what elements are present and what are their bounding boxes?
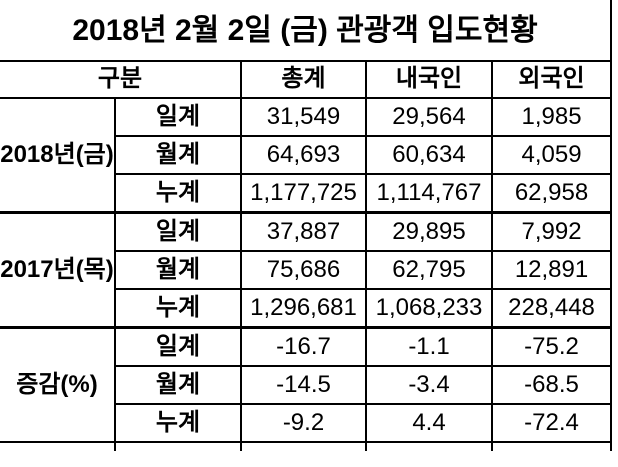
- row-label-cumulative: 누계: [114, 173, 242, 214]
- row-label-daily: 일계: [114, 97, 242, 137]
- cell-value: 29,564: [365, 97, 493, 137]
- cell-value: 62,795: [365, 250, 493, 290]
- cell-value: 1,114,767: [365, 173, 493, 214]
- cell-value: -14.5: [240, 365, 367, 405]
- column-header-foreign: 외국인: [490, 60, 613, 99]
- cropped-row-stub: [0, 441, 613, 451]
- cell-value: 1,985: [490, 97, 613, 137]
- cell-value: 62,958: [490, 173, 613, 214]
- cell-value: -75.2: [490, 326, 613, 367]
- cell-value: 29,895: [365, 211, 493, 252]
- cell-value: 4,059: [490, 135, 613, 175]
- cell-value: 4.4: [365, 403, 493, 443]
- cell-value: -9.2: [240, 403, 367, 443]
- cell-value: 12,891: [490, 250, 613, 290]
- column-header-domestic: 내국인: [365, 60, 493, 99]
- cell-value: 7,992: [490, 211, 613, 252]
- row-label-daily: 일계: [114, 326, 242, 367]
- cell-value: 64,693: [240, 135, 367, 175]
- cell-value: -68.5: [490, 365, 613, 405]
- group-label-2017: 2017년(목): [0, 211, 116, 329]
- row-label-monthly: 월계: [114, 365, 242, 405]
- cell-value: -1.1: [365, 326, 493, 367]
- arrivals-table: 2018년 2월 2일 (금) 관광객 입도현황 구분 총계 내국인 외국인 2…: [0, 0, 613, 451]
- row-label-monthly: 월계: [114, 250, 242, 290]
- row-label-monthly: 월계: [114, 135, 242, 175]
- cell-value: 228,448: [490, 288, 613, 329]
- column-header-category: 구분: [0, 60, 242, 99]
- cell-value: 75,686: [240, 250, 367, 290]
- cell-value: -16.7: [240, 326, 367, 367]
- cell-value: 1,177,725: [240, 173, 367, 214]
- row-label-daily: 일계: [114, 211, 242, 252]
- column-header-total: 총계: [240, 60, 367, 99]
- cell-value: 31,549: [240, 97, 367, 137]
- group-label-change-pct: 증감(%): [0, 326, 116, 443]
- cell-value: 1,296,681: [240, 288, 367, 329]
- cell-value: -3.4: [365, 365, 493, 405]
- group-label-2018: 2018년(금): [0, 97, 116, 214]
- row-label-cumulative: 누계: [114, 403, 242, 443]
- cell-value: 1,068,233: [365, 288, 493, 329]
- cell-value: 60,634: [365, 135, 493, 175]
- cell-value: -72.4: [490, 403, 613, 443]
- table-title: 2018년 2월 2일 (금) 관광객 입도현황: [0, 0, 613, 62]
- cell-value: 37,887: [240, 211, 367, 252]
- row-label-cumulative: 누계: [114, 288, 242, 329]
